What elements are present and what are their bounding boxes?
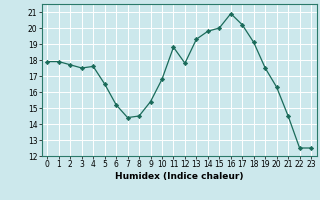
- X-axis label: Humidex (Indice chaleur): Humidex (Indice chaleur): [115, 172, 244, 181]
